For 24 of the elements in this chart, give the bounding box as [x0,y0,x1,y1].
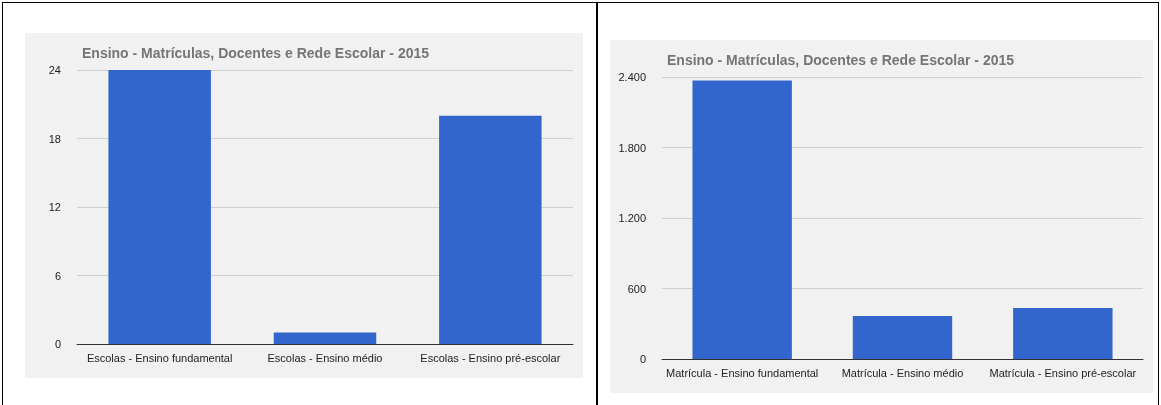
bar [692,80,792,359]
y-tick-label: 0 [54,338,61,350]
x-tick-label: Escolas - Ensino fundamental [86,351,233,364]
x-tick-label: Matrícula - Ensino médio [841,366,964,379]
y-tick-label: 600 [627,282,646,295]
x-tick-label: Matrícula - Ensino pré-escolar [989,366,1137,379]
bar [439,115,542,344]
chart-title: Ensino - Matrículas, Docentes e Rede Escolar - 2015 [82,45,430,61]
y-tick-label: 18 [48,132,61,145]
x-tick-label: Escolas - Ensino médio [267,351,383,364]
bar [1013,307,1113,359]
x-tick-label: Matrícula - Ensino fundamental [666,366,819,379]
y-tick-label: 24 [48,64,61,76]
bar [108,70,211,344]
y-tick-label: 2.400 [618,71,646,83]
y-tick-label: 0 [639,353,646,365]
x-tick-label: Escolas - Ensino pré-escolar [420,351,561,364]
chart-title: Ensino - Matrículas, Docentes e Rede Escolar - 2015 [667,52,1015,68]
bar [273,332,377,344]
bar [852,316,953,359]
y-tick-label: 6 [54,269,61,282]
y-tick-label: 1.200 [618,212,646,224]
y-tick-label: 12 [48,201,61,213]
y-tick-label: 1.800 [618,141,646,154]
